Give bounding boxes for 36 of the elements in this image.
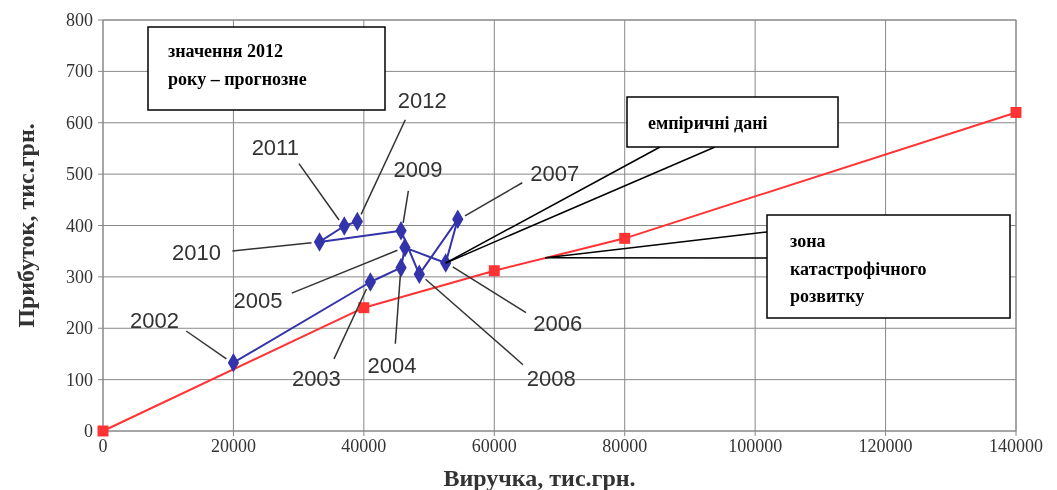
x-tick-label: 0 <box>98 436 108 456</box>
x-tick-label: 20000 <box>210 436 256 456</box>
annotation: 2012 <box>397 87 447 113</box>
x-tick-label: 80000 <box>602 436 648 456</box>
x-tick-label: 140000 <box>989 436 1043 456</box>
x-tick-label: 120000 <box>858 436 913 456</box>
x-tick-label: 40000 <box>341 436 387 456</box>
annotation: 2004 <box>367 353 417 379</box>
y-tick-label: 200 <box>66 318 93 339</box>
annotation: 2011 <box>251 134 299 160</box>
annotation: 2008 <box>526 365 576 391</box>
annotation: 2007 <box>530 160 580 186</box>
y-tick-label: 600 <box>66 112 93 133</box>
annotation: 2009 <box>393 157 443 183</box>
point <box>358 302 370 314</box>
y-tick-label: 0 <box>84 421 93 441</box>
point <box>488 265 500 277</box>
y-tick-label: 700 <box>66 61 93 82</box>
point <box>619 232 631 244</box>
annotation: значення 2012 року – прогнозне <box>168 41 307 89</box>
y-tick-label: 400 <box>66 215 93 236</box>
y-axis-title: Прибуток, тис.грн. <box>13 123 39 328</box>
annotation: 2003 <box>291 365 341 391</box>
y-tick-label: 300 <box>66 266 93 287</box>
annotation: емпіричні дані <box>648 113 768 133</box>
point <box>1010 107 1022 118</box>
x-tick-label: 60000 <box>471 436 517 456</box>
y-tick-label: 500 <box>66 164 93 185</box>
y-tick-label: 100 <box>66 369 93 390</box>
annotation: 2010 <box>172 240 221 266</box>
annotation: 2002 <box>129 308 179 334</box>
y-tick-label: 800 <box>66 10 93 30</box>
annotation: зона катастрофічного розвитку <box>790 231 927 306</box>
annotation: 2006 <box>533 310 583 336</box>
annotation: 2005 <box>233 288 283 314</box>
x-tick-label: 100000 <box>728 436 783 456</box>
